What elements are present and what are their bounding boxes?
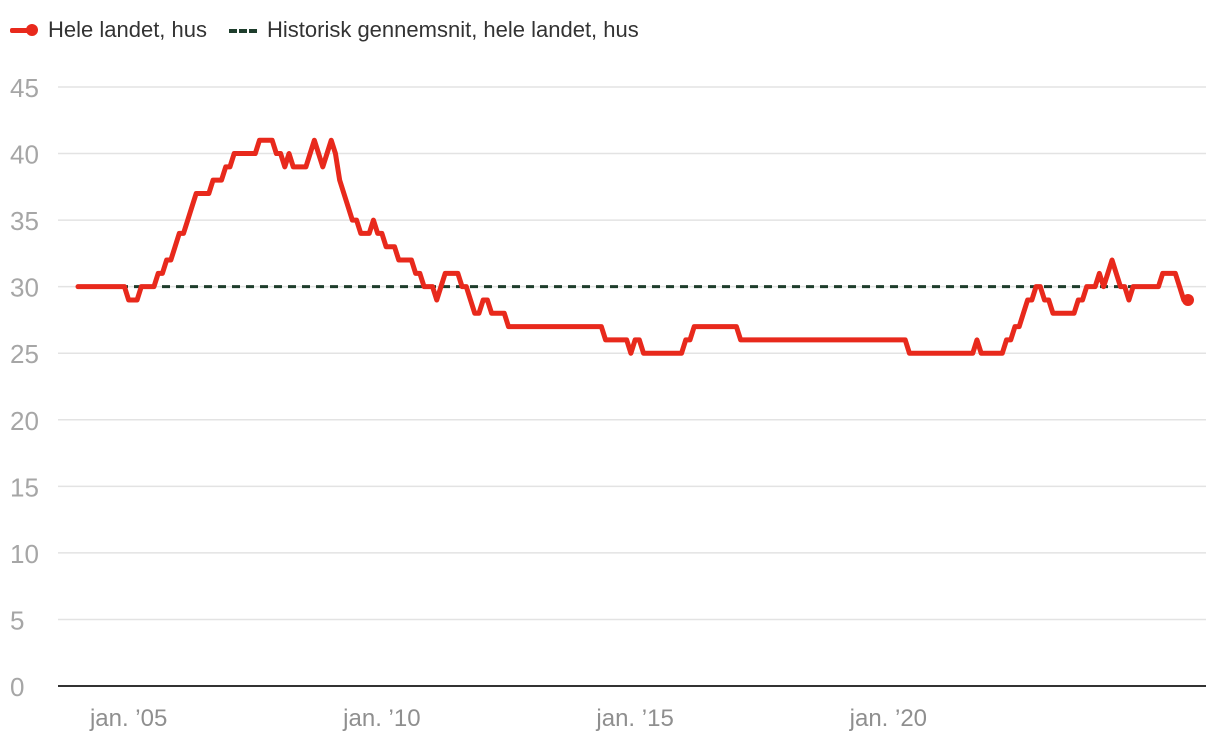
- y-tick-label: 35: [10, 206, 39, 236]
- chart-legend: Hele landet, hus Historisk gennemsnit, h…: [10, 16, 639, 44]
- y-tick-label: 5: [10, 605, 24, 635]
- legend-item-historisk-gennemsnit[interactable]: Historisk gennemsnit, hele landet, hus: [229, 17, 639, 43]
- y-tick-label: 15: [10, 472, 39, 502]
- x-tick-label: jan. ’15: [595, 705, 673, 732]
- series-line-hele-landet: [75, 137, 1191, 356]
- y-axis-tick-labels: 0 5 10 15 20 25 30 35 40 45: [10, 73, 39, 702]
- y-tick-label: 40: [10, 140, 39, 170]
- legend-label-hele-landet: Hele landet, hus: [48, 17, 207, 42]
- legend-swatch-dashed-line-icon: [229, 20, 257, 40]
- y-tick-label: 20: [10, 406, 39, 436]
- x-tick-label: jan. ’05: [89, 705, 167, 732]
- x-tick-label: jan. ’10: [342, 705, 420, 732]
- x-axis-tick-labels: jan. ’05 jan. ’10 jan. ’15 jan. ’20: [89, 705, 927, 732]
- series-end-point-hele-landet[interactable]: [1182, 293, 1194, 306]
- legend-swatch-line-dot-icon: [10, 20, 38, 40]
- x-tick-label: jan. ’20: [849, 705, 927, 732]
- y-tick-label: 45: [10, 73, 39, 103]
- legend-item-hele-landet[interactable]: Hele landet, hus: [10, 17, 207, 43]
- legend-label-historisk-gennemsnit: Historisk gennemsnit, hele landet, hus: [267, 17, 639, 42]
- y-tick-label: 25: [10, 339, 39, 369]
- y-tick-label: 30: [10, 273, 39, 303]
- series-layer: [75, 137, 1194, 356]
- y-tick-label: 0: [10, 672, 24, 702]
- y-tick-label: 10: [10, 539, 39, 569]
